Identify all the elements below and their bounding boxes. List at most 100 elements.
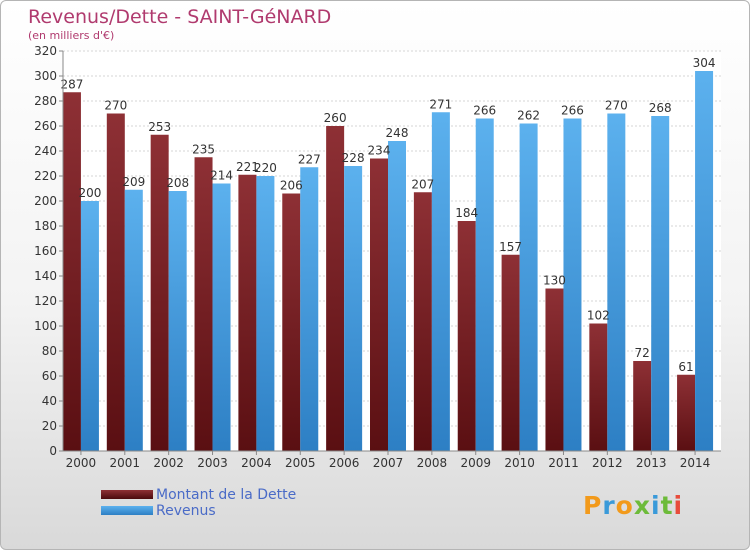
bar-dette <box>370 158 388 451</box>
y-tick-label: 240 <box>34 144 57 158</box>
legend-item-dette: Montant de la Dette <box>101 487 361 503</box>
bar-dette <box>238 174 257 451</box>
data-label-dette: 72 <box>635 346 650 360</box>
y-tick-label: 220 <box>34 169 57 183</box>
chart-subtitle: (en milliers d'€) <box>28 29 115 42</box>
data-label-dette: 270 <box>104 99 127 113</box>
proxiti-logo: Proxiti <box>583 491 683 520</box>
logo-letter: P <box>583 491 603 520</box>
data-label-dette: 253 <box>148 120 171 134</box>
legend-label-revenus: Revenus <box>156 503 216 519</box>
data-label-revenus: 228 <box>342 151 365 165</box>
y-tick-label: 280 <box>34 94 57 108</box>
x-tick-label: 2008 <box>417 456 448 470</box>
x-tick-label: 2005 <box>285 456 316 470</box>
y-tick-label: 180 <box>34 219 57 233</box>
logo-letter: o <box>615 491 634 520</box>
y-tick-label: 320 <box>34 44 57 58</box>
bar-dette <box>589 323 608 451</box>
bar-dette <box>413 192 432 451</box>
bar-dette <box>62 92 81 451</box>
bar-revenus <box>80 201 99 451</box>
x-tick-label: 2004 <box>241 456 272 470</box>
logo-letter: r <box>602 491 616 520</box>
data-label-dette: 130 <box>543 274 566 288</box>
y-tick-label: 0 <box>49 444 57 458</box>
legend: Montant de la Dette Revenus <box>101 487 361 519</box>
bar-revenus <box>563 118 582 451</box>
x-tick-label: 2000 <box>66 456 97 470</box>
y-tick-label: 60 <box>42 369 57 383</box>
data-label-dette: 221 <box>236 160 259 174</box>
bar-revenus <box>651 116 670 451</box>
x-tick-label: 2006 <box>329 456 360 470</box>
x-tick-label: 2002 <box>153 456 184 470</box>
data-label-revenus: 268 <box>649 101 672 115</box>
bar-dette <box>282 193 301 451</box>
y-tick-label: 300 <box>34 69 57 83</box>
y-tick-label: 160 <box>34 244 57 258</box>
bar-revenus <box>431 112 450 451</box>
bar-revenus <box>124 189 143 451</box>
y-tick-label: 120 <box>34 294 57 308</box>
data-label-dette: 207 <box>411 177 434 191</box>
data-label-revenus: 227 <box>298 152 321 166</box>
logo-letter: t <box>660 491 674 520</box>
x-tick-label: 2003 <box>197 456 228 470</box>
data-label-dette: 235 <box>192 142 215 156</box>
data-label-revenus: 270 <box>605 99 628 113</box>
data-label-revenus: 266 <box>473 104 496 118</box>
bar-revenus <box>519 123 538 451</box>
data-label-revenus: 304 <box>693 56 716 70</box>
y-tick-label: 140 <box>34 269 57 283</box>
data-label-dette: 260 <box>324 111 347 125</box>
y-tick-label: 80 <box>42 344 57 358</box>
data-label-revenus: 200 <box>78 186 101 200</box>
data-label-dette: 61 <box>678 360 693 374</box>
x-tick-label: 2007 <box>373 456 404 470</box>
y-tick-label: 200 <box>34 194 57 208</box>
x-tick-label: 2009 <box>460 456 491 470</box>
bar-dette <box>677 374 696 451</box>
data-label-dette: 184 <box>455 206 478 220</box>
legend-label-dette: Montant de la Dette <box>156 487 297 503</box>
data-label-revenus: 220 <box>254 161 277 175</box>
bar-revenus <box>212 183 231 451</box>
data-label-revenus: 266 <box>561 104 584 118</box>
bar-dette <box>326 126 345 451</box>
data-label-dette: 102 <box>587 309 610 323</box>
bar-revenus <box>607 113 626 451</box>
bar-revenus <box>256 176 275 451</box>
bar-dette <box>150 134 169 451</box>
data-label-revenus: 271 <box>429 97 452 111</box>
bar-dette <box>106 113 125 451</box>
logo-letter: x <box>633 491 651 520</box>
legend-swatch-revenus <box>101 506 153 515</box>
bar-revenus <box>695 71 714 451</box>
data-label-dette: 234 <box>368 144 391 158</box>
x-tick-label: 2010 <box>504 456 535 470</box>
bar-revenus <box>475 118 494 451</box>
bar-dette <box>501 254 520 451</box>
legend-item-revenus: Revenus <box>101 503 361 519</box>
x-tick-label: 2012 <box>592 456 623 470</box>
logo-letter: i <box>673 491 684 520</box>
data-label-dette: 157 <box>499 240 522 254</box>
y-tick-label: 40 <box>42 394 57 408</box>
y-tick-label: 260 <box>34 119 57 133</box>
data-label-revenus: 262 <box>517 109 540 123</box>
data-label-revenus: 214 <box>210 169 233 183</box>
bar-dette <box>545 288 564 451</box>
x-tick-label: 2014 <box>680 456 711 470</box>
logo-letter: i <box>651 491 661 520</box>
bar-revenus <box>300 167 319 451</box>
bar-dette <box>633 361 652 451</box>
x-tick-label: 2011 <box>548 456 579 470</box>
y-tick-label: 100 <box>34 319 57 333</box>
y-tick-label: 20 <box>42 419 57 433</box>
bar-revenus <box>168 191 187 451</box>
data-label-revenus: 248 <box>386 126 409 140</box>
data-label-revenus: 208 <box>166 176 189 190</box>
